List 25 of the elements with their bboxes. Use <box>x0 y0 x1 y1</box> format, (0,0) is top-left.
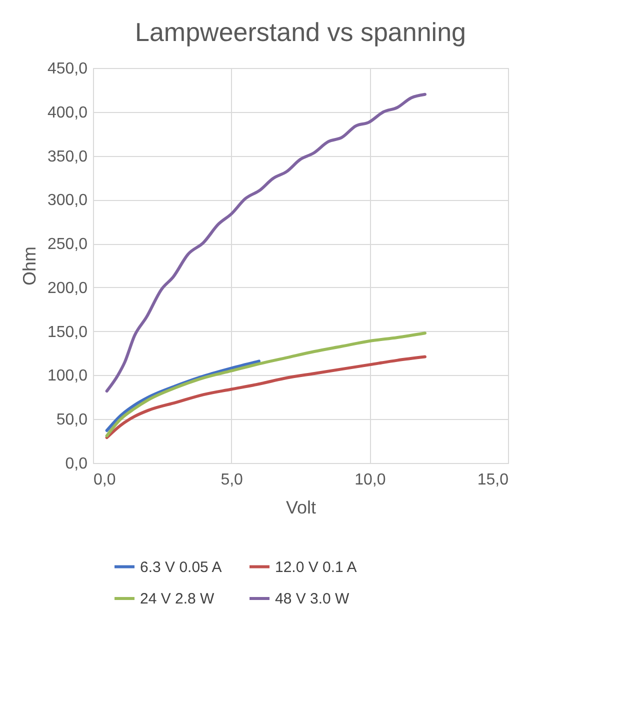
y-tick-label: 450,0 <box>47 60 88 78</box>
y-tick-label: 50,0 <box>56 412 88 429</box>
line-series <box>105 360 260 432</box>
line-series <box>105 332 426 438</box>
legend-label: 12.0 V 0.1 A <box>275 558 357 576</box>
x-tick-label: 0,0 <box>94 472 116 488</box>
y-tick-label: 350,0 <box>47 148 88 166</box>
legend-label: 24 V 2.8 W <box>140 590 216 608</box>
y-tick-label: 200,0 <box>47 280 88 297</box>
y-axis-title: Ohm <box>19 246 40 286</box>
chart-title: Lampweerstand vs spanning <box>135 17 466 47</box>
x-tick-label: 15,0 <box>477 472 509 488</box>
y-tick-label: 300,0 <box>47 192 88 210</box>
x-tick-label: 5,0 <box>220 472 244 488</box>
y-tick-label: 150,0 <box>47 324 88 341</box>
x-axis-title: Volt <box>286 498 316 518</box>
y-tick-label: 0,0 <box>65 456 88 472</box>
line-series <box>105 92 426 393</box>
line-series <box>105 355 426 440</box>
legend-label: 48 V 3.0 W <box>275 590 350 608</box>
y-tick-label: 100,0 <box>47 368 88 385</box>
legend-label: 6.3 V 0.05 A <box>140 558 222 576</box>
x-tick-label: 10,0 <box>354 472 386 488</box>
y-tick-label: 400,0 <box>47 104 88 122</box>
y-tick-label: 250,0 <box>47 236 88 254</box>
